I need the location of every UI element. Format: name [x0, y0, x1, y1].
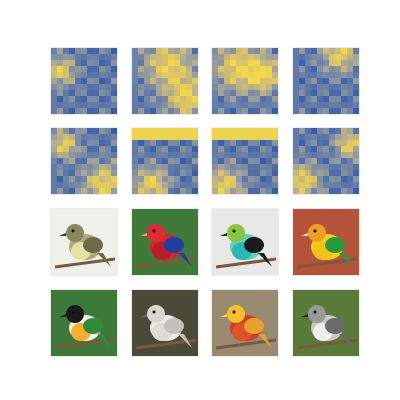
bird-photo-flycatcher	[51, 209, 117, 275]
heatmap-tile-r1c2	[212, 128, 278, 194]
yellow-parrot-image	[293, 209, 359, 275]
ibis-image	[132, 290, 198, 356]
heatmap-tile-r0c1	[132, 48, 198, 114]
heatmap-tile-r0c0	[51, 48, 117, 114]
heatmap-image	[51, 48, 117, 114]
bird-photo-ibis	[132, 290, 198, 356]
caique-image	[51, 290, 117, 356]
heatmap-image	[132, 128, 198, 194]
heatmap-image	[51, 128, 117, 194]
heatmap-tile-r1c0	[51, 128, 117, 194]
heatmap-tile-r0c3	[293, 48, 359, 114]
heatmap-tile-r1c1	[132, 128, 198, 194]
heatmap-tile-r0c2	[212, 48, 278, 114]
bird-photo-tanager	[212, 209, 278, 275]
heatmap-image	[132, 48, 198, 114]
kingbird-image	[293, 290, 359, 356]
tanager-image	[212, 209, 278, 275]
heatmap-image	[212, 128, 278, 194]
heatmap-tile-r1c3	[293, 128, 359, 194]
heatmap-image	[212, 48, 278, 114]
bird-photo-golden-pheasant	[212, 290, 278, 356]
flycatcher-image	[51, 209, 117, 275]
heatmap-image	[293, 128, 359, 194]
bird-photo-kingbird	[293, 290, 359, 356]
red-lory-image	[132, 209, 198, 275]
bird-photo-red-lory	[132, 209, 198, 275]
heatmap-image	[293, 48, 359, 114]
golden-pheasant-image	[212, 290, 278, 356]
bird-photo-yellow-parrot	[293, 209, 359, 275]
bird-photo-caique	[51, 290, 117, 356]
